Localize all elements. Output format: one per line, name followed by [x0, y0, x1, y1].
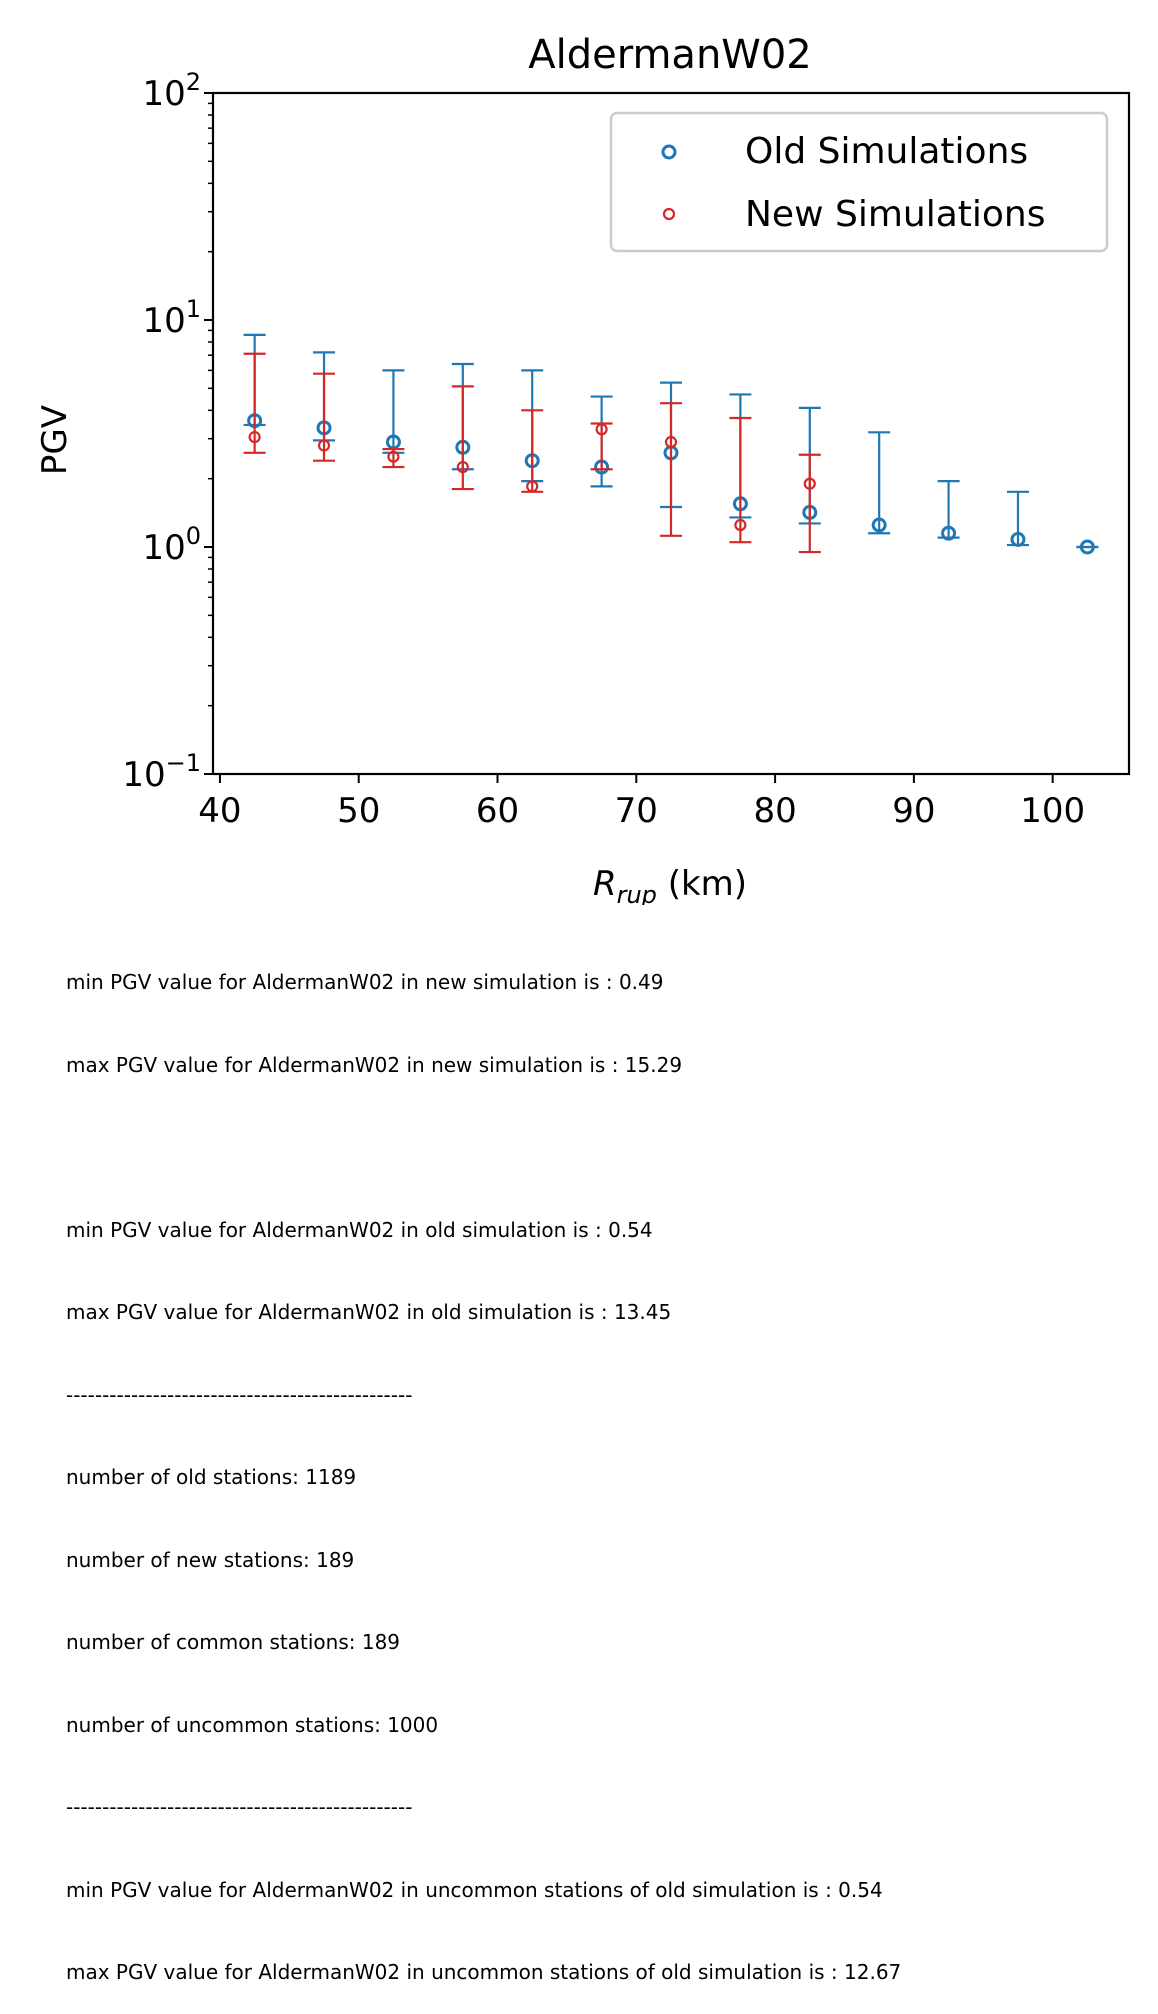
y-tick-label: 101	[142, 295, 201, 341]
chart-title: AldermanW02	[528, 32, 812, 78]
legend: Old Simulations New Simulations	[609, 111, 1109, 253]
x-axis: 40 50 60 70 80 90 100	[198, 774, 1085, 831]
note-line: min PGV value for AldermanW02 in new sim…	[66, 970, 664, 994]
note-line: number of uncommon stations: 1000	[66, 1712, 439, 1737]
new-sim-point	[456, 460, 469, 474]
note-line: number of old stations: 1189	[66, 1465, 357, 1489]
legend-label-new: New Simulations	[745, 194, 1045, 235]
note-line: min PGV value for AldermanW02 in uncommo…	[66, 1877, 883, 1902]
old-sim-point	[941, 525, 957, 541]
note-line: max PGV value for AldermanW02 in new sim…	[66, 1052, 683, 1077]
note-line: number of common stations: 189	[66, 1630, 401, 1654]
series-layer	[243, 333, 1099, 555]
plot-area	[211, 91, 1131, 776]
new-sim-point	[734, 518, 747, 532]
note-line: max PGV value for AldermanW02 in old sim…	[66, 1300, 672, 1324]
x-tick-label: 40	[198, 791, 241, 831]
x-tick-label: 90	[892, 791, 935, 831]
x-tick-label: 100	[1020, 791, 1085, 831]
new-sim-point	[317, 439, 331, 452]
legend-marker-old	[661, 144, 677, 160]
new-sim-point	[248, 430, 261, 444]
legend-frame	[609, 111, 1109, 253]
new-sim-point	[387, 450, 400, 463]
x-tick-label: 60	[476, 791, 519, 831]
note-line: min PGV value for AldermanW02 in old sim…	[66, 1217, 653, 1242]
new-sim-point	[803, 477, 816, 490]
y-axis: 10−1 100 101 102	[122, 68, 213, 795]
new-sim-point	[664, 435, 678, 449]
legend-label-old: Old Simulations	[745, 131, 1028, 172]
y-tick-label: 10−1	[122, 749, 201, 795]
y-axis-label: PGV	[35, 405, 75, 475]
old-sim-point	[871, 517, 887, 533]
note-line: max PGV value for AldermanW02 in uncommo…	[66, 1960, 902, 1984]
new-sim-point	[595, 423, 608, 436]
y-tick-label: 100	[142, 522, 201, 568]
note-line	[66, 1134, 901, 1162]
old-sim-point	[1079, 539, 1095, 555]
legend-marker-new	[662, 207, 676, 221]
note-line: ----------------------------------------…	[66, 1382, 413, 1407]
note-line: number of new stations: 189	[66, 1547, 355, 1572]
x-tick-label: 80	[753, 791, 796, 831]
y-tick-label: 102	[142, 68, 201, 114]
x-tick-label: 70	[615, 791, 658, 831]
pgv-chart: AldermanW02 40 50 60 70 80 90 100 10−110010110…	[35, 32, 1131, 905]
x-tick-label: 50	[337, 791, 380, 831]
summary-notes: min PGV value for AldermanW02 in new sim…	[66, 914, 901, 2014]
x-axis-label: Rrup (km)	[593, 864, 747, 905]
new-sim-point	[526, 480, 539, 493]
old-sim-point	[1010, 531, 1026, 547]
note-line: ----------------------------------------…	[66, 1795, 413, 1819]
